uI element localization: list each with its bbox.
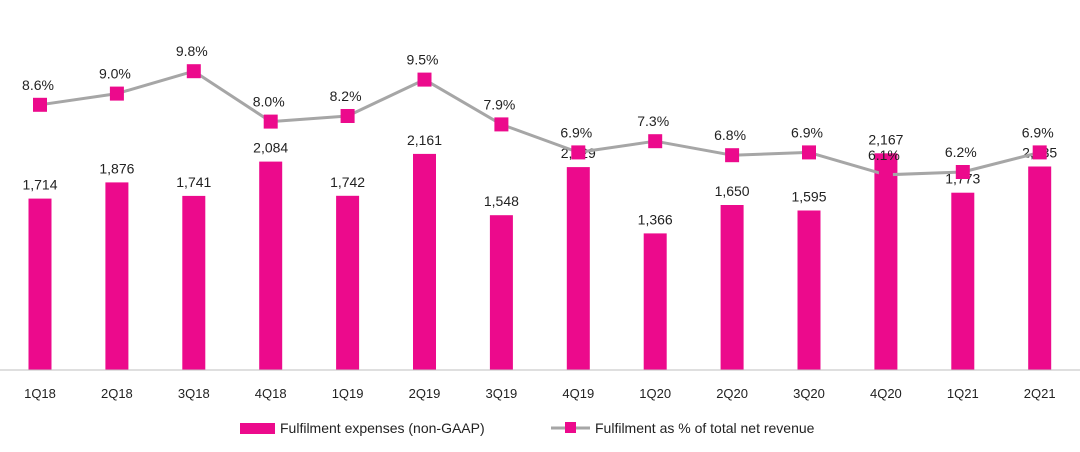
bar-3Q19 — [489, 215, 513, 370]
legend-bar-swatch — [240, 423, 275, 434]
legend-line-label: Fulfilment as % of total net revenue — [595, 420, 815, 436]
line-marker-2Q18 — [109, 86, 124, 101]
pct-label-2Q20: 6.8% — [714, 127, 746, 143]
tick-label-3Q20: 3Q20 — [793, 386, 825, 401]
tick-label-1Q19: 1Q19 — [332, 386, 364, 401]
bar-label-1Q18: 1,714 — [22, 177, 57, 193]
bar-4Q20 — [874, 153, 898, 370]
bar-label-4Q18: 2,084 — [253, 140, 288, 156]
legend-bar-label: Fulfilment expenses (non-GAAP) — [280, 420, 485, 436]
line-marker-2Q21 — [1032, 145, 1047, 160]
pct-label-2Q18: 9.0% — [99, 66, 131, 82]
bar-2Q19 — [413, 153, 436, 370]
line-marker-1Q20 — [648, 134, 663, 149]
line-marker-2Q20 — [725, 148, 740, 163]
pct-label-2Q19: 9.5% — [407, 52, 439, 68]
pct-label-1Q19: 8.2% — [330, 88, 362, 104]
bar-label-4Q20: 2,167 — [868, 131, 903, 147]
tick-label-2Q21: 2Q21 — [1024, 386, 1056, 401]
bar-label-2Q20: 1,650 — [715, 183, 750, 199]
bar-3Q18 — [182, 195, 206, 370]
line-marker-3Q20 — [802, 145, 816, 160]
bar-label-1Q20: 1,366 — [638, 211, 673, 227]
tick-label-4Q19: 4Q19 — [562, 386, 594, 401]
tick-label-3Q18: 3Q18 — [178, 386, 210, 401]
bar-1Q21 — [951, 192, 975, 370]
bar-3Q20 — [797, 210, 821, 370]
line-series — [33, 64, 1047, 182]
bar-label-3Q18: 1,741 — [176, 174, 211, 190]
line-marker-4Q18 — [263, 114, 278, 129]
pct-label-3Q18: 9.8% — [176, 43, 208, 59]
bar-1Q19 — [336, 195, 360, 370]
pct-label-3Q19: 7.9% — [483, 96, 515, 112]
pct-label-4Q20: 6.1% — [868, 147, 900, 163]
line-marker-1Q18 — [33, 97, 47, 112]
legend: Fulfilment expenses (non-GAAP) Fulfilmen… — [240, 420, 815, 436]
pct-label-1Q21: 6.2% — [945, 144, 977, 160]
tick-label-2Q18: 2Q18 — [101, 386, 133, 401]
bar-series — [28, 153, 1052, 370]
tick-label-1Q20: 1Q20 — [639, 386, 671, 401]
line-marker-1Q21 — [955, 165, 970, 179]
bar-label-1Q19: 1,742 — [330, 174, 365, 190]
x-axis-tick-labels: 1Q18 2Q18 3Q18 4Q18 1Q19 2Q19 3Q19 4Q19 1Q20 2Q20… — [24, 386, 1056, 401]
pct-label-2Q21: 6.9% — [1022, 124, 1054, 140]
bar-4Q18 — [259, 161, 283, 370]
bar-2Q21 — [1028, 166, 1052, 370]
line-value-labels: 8.6% 9.0% 9.8% 8.0% 8.2% 9.5% 7.9% 6.9% 7.3% 6.8%… — [22, 43, 1054, 163]
bar-label-2Q19: 2,161 — [407, 132, 442, 148]
bar-2Q20 — [720, 205, 744, 370]
tick-label-2Q19: 2Q19 — [409, 386, 441, 401]
tick-label-4Q18: 4Q18 — [255, 386, 287, 401]
line-path — [39, 69, 1041, 177]
pct-label-3Q20: 6.9% — [791, 124, 823, 140]
bar-value-labels: 1,7141,8761,7412,0841,7422,1611,5482,029… — [22, 131, 1057, 227]
bar-1Q18 — [28, 198, 52, 370]
bar-label-3Q20: 1,595 — [791, 189, 826, 205]
tick-label-3Q19: 3Q19 — [485, 386, 517, 401]
bar-4Q19 — [566, 167, 590, 370]
line-marker-4Q20 — [878, 167, 893, 182]
pct-label-1Q20: 7.3% — [637, 113, 669, 129]
line-marker-4Q19 — [571, 145, 586, 160]
line-marker-1Q19 — [340, 109, 355, 123]
pct-label-1Q18: 8.6% — [22, 77, 54, 93]
tick-label-2Q20: 2Q20 — [716, 386, 748, 401]
line-marker-3Q19 — [494, 117, 509, 132]
tick-label-1Q18: 1Q18 — [24, 386, 56, 401]
pct-label-4Q19: 6.9% — [560, 124, 592, 140]
line-marker-2Q19 — [417, 72, 432, 87]
bar-label-3Q19: 1,548 — [484, 193, 519, 209]
bar-1Q20 — [643, 233, 667, 370]
tick-label-1Q21: 1Q21 — [947, 386, 979, 401]
pct-label-4Q18: 8.0% — [253, 94, 285, 110]
bar-label-2Q18: 1,876 — [99, 160, 134, 176]
bar-2Q18 — [105, 182, 129, 370]
line-marker-3Q18 — [186, 64, 201, 79]
tick-label-4Q20: 4Q20 — [870, 386, 902, 401]
legend-line-marker — [565, 422, 576, 433]
